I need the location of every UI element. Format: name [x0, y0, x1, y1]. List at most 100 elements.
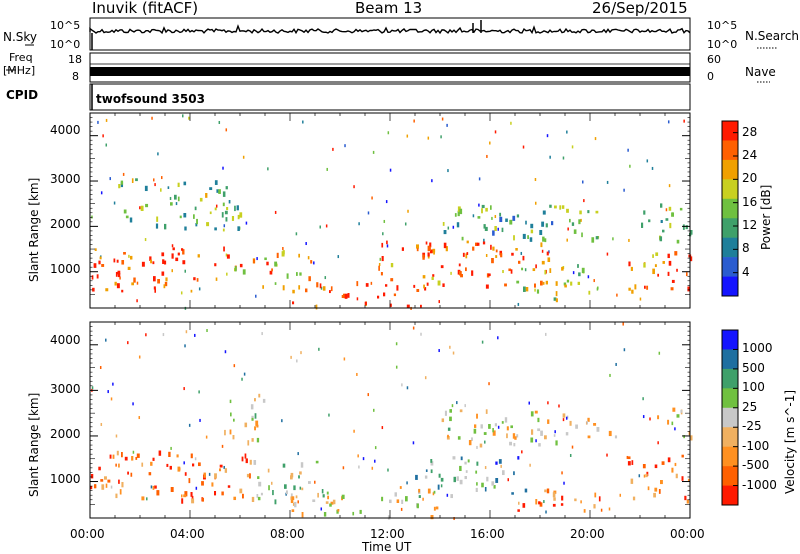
velocity-panel-echo-cell: [98, 466, 101, 471]
velocity-panel-echo-cell: [150, 461, 153, 466]
power-panel-echo-cell: [595, 236, 599, 240]
power-panel-echo-cell: [521, 267, 524, 271]
power-panel-echo-cell: [456, 222, 460, 228]
velocity-panel-echo-cell: [250, 404, 254, 410]
power-panel-echo-cell: [459, 208, 463, 215]
velocity-panel-echo-point: [281, 419, 283, 423]
velocity-panel-echo-point: [554, 430, 556, 434]
power-panel-echo-cell: [406, 304, 410, 308]
power-panel-echo-cell: [145, 203, 149, 208]
velocity-panel-echo-cell: [514, 436, 517, 440]
power-panel-echo-point: [517, 302, 520, 306]
velocity-panel-echo-point: [456, 401, 458, 405]
velocity-panel-echo-point: [170, 446, 172, 450]
velocity-panel-echo-point: [484, 440, 486, 444]
power-panel-echo-cell: [689, 256, 693, 262]
power-panel-echo-point: [450, 271, 452, 275]
power-panel-echo-cell: [462, 252, 465, 257]
freq-unit: [MHz]: [3, 64, 36, 77]
power-panel-echo-cell: [540, 242, 543, 248]
power-panel-echo-cell: [231, 216, 235, 221]
power-panel-echo-cell: [561, 266, 564, 271]
power-colorbar-segment: [722, 237, 738, 258]
velocity-panel-echo-cell: [295, 495, 298, 499]
power-panel-echo-point: [478, 177, 481, 181]
power-panel-echo-cell: [466, 252, 469, 255]
velocity-panel-echo-point: [658, 351, 661, 355]
velocity-panel-echo-cell: [336, 509, 339, 514]
power-panel-echo-cell: [499, 216, 503, 223]
velocity-panel-echo-cell: [322, 494, 325, 498]
power-panel-echo-cell: [121, 260, 125, 265]
velocity-panel-echo-point: [449, 345, 451, 349]
power-panel-echo-cell: [181, 248, 184, 251]
power-panel-echo-cell: [431, 276, 434, 280]
power-panel-echoes: [91, 114, 693, 310]
power-panel-echo-cell: [344, 293, 348, 299]
power-panel-echo-cell: [150, 259, 152, 264]
power-panel-echo-cell: [544, 238, 547, 243]
power-panel-echo-point: [486, 154, 488, 158]
velocity-panel-echo-cell: [583, 509, 586, 513]
power-panel-echo-cell: [425, 241, 428, 245]
power-panel-echo-cell: [330, 286, 333, 292]
velocity-panel-echo-cell: [396, 499, 400, 503]
velocity-panel-echo-cell: [574, 498, 577, 502]
power-panel-echo-cell: [544, 270, 547, 275]
velocity-panel-echo-cell: [450, 494, 453, 499]
velocity-panel-echo-cell: [239, 488, 243, 494]
power-panel-echo-cell: [674, 251, 678, 256]
velocity-panel-echo-point: [446, 493, 449, 497]
velocity-panel-echo-point: [328, 413, 330, 417]
power-panel-echo-cell: [429, 242, 432, 248]
power-panel-echo-cell: [413, 284, 416, 288]
power-panel-echo-cell: [341, 295, 345, 299]
velocity-panel-echo-cell: [511, 492, 514, 495]
power-panel-echo-cell: [356, 281, 359, 287]
velocity-panel-echo-cell: [312, 499, 316, 503]
power-panel-echo-point: [386, 244, 389, 248]
power-panel-echo-point: [566, 238, 568, 242]
power-panel-echo-cell: [226, 207, 229, 211]
velocity-panel-echo-point: [464, 404, 466, 408]
velocity-panel-echo-point: [188, 423, 191, 427]
power-panel-echo-point: [628, 238, 630, 242]
power-panel-echo-cell: [120, 180, 124, 185]
power-panel-echo-point: [534, 201, 537, 205]
power-panel-echo-cell: [193, 214, 195, 219]
power-panel-echo-cell: [443, 230, 447, 235]
power-panel-echo-cell: [445, 246, 448, 252]
velocity-panel-echo-cell: [256, 494, 259, 498]
power-colorbar-segment: [722, 159, 738, 180]
power-panel-echo-point: [282, 246, 284, 250]
velocity-panel-echo-cell: [506, 426, 509, 431]
power-colorbar-tick-label: 4: [742, 264, 750, 279]
power-panel-echo-cell: [92, 287, 95, 292]
velocity-panel-echo-point: [451, 404, 454, 408]
velocity-panel-echo-cell: [494, 423, 498, 427]
velocity-panel-echo-cell: [632, 496, 636, 501]
power-panel-echo-cell: [224, 210, 228, 215]
freq-label: Freq: [9, 51, 33, 64]
power-panel-echo-cell: [515, 248, 518, 251]
velocity-panel-echo-point: [261, 332, 263, 336]
velocity-panel-echo-point: [110, 397, 113, 401]
power-panel-echo-cell: [179, 215, 182, 219]
power-panel-echo-cell: [457, 210, 460, 217]
power-panel-echo-cell: [657, 273, 660, 277]
velocity-panel-echo-cell: [315, 460, 319, 464]
power-panel-echo-cell: [581, 267, 585, 274]
velocity-panel-echo-cell: [538, 501, 541, 505]
velocity-panel-echo-point: [127, 341, 129, 345]
velocity-panel-echo-point: [356, 372, 358, 376]
power-panel-echo-cell: [127, 266, 131, 270]
velocity-panel-echo-cell: [459, 409, 463, 413]
power-panel-echo-cell: [99, 256, 102, 260]
velocity-panel-echo-point: [562, 418, 565, 422]
power-panel-echo-point: [665, 208, 668, 212]
velocity-panel-echo-cell: [642, 464, 646, 469]
power-panel-echo-point: [313, 261, 315, 265]
velocity-panel-echo-point: [115, 463, 117, 467]
velocity-panel-echo-cell: [552, 492, 556, 498]
xtick-0000-end: 00:00: [670, 527, 705, 541]
